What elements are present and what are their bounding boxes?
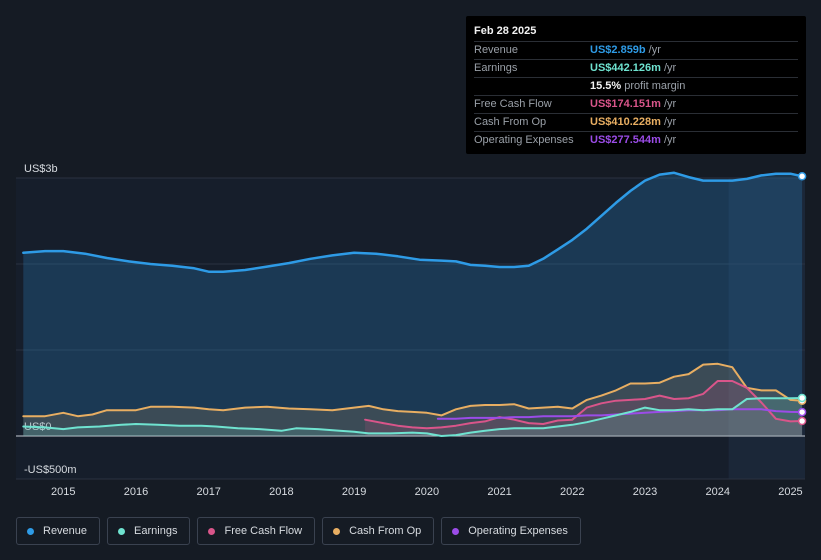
series-end-marker bbox=[797, 407, 807, 417]
series-area-revenue bbox=[23, 172, 803, 437]
tooltip-unit: /yr bbox=[663, 116, 677, 128]
series-line-free-cash-flow bbox=[364, 380, 804, 430]
chart-legend: Revenue Earnings Free Cash Flow Cash Fro… bbox=[16, 517, 581, 545]
tooltip-row-cash-from-op: Cash From Op US$410.228m /yr bbox=[474, 113, 798, 131]
x-tick-label: 2025 bbox=[778, 486, 802, 498]
tooltip-date: Feb 28 2025 bbox=[474, 25, 537, 37]
legend-label: Free Cash Flow bbox=[224, 525, 303, 537]
legend-dot-icon bbox=[208, 527, 216, 535]
tooltip-unit: /yr bbox=[663, 98, 677, 110]
x-tick-label: 2022 bbox=[560, 486, 584, 498]
y-tick-label: US$3b bbox=[24, 163, 58, 175]
tooltip-unit: /yr bbox=[663, 134, 677, 146]
tooltip-value: US$277.544m bbox=[590, 134, 661, 146]
legend-label: Earnings bbox=[134, 525, 178, 537]
tooltip-unit: profit margin bbox=[624, 80, 686, 92]
tooltip-row-earnings: Earnings US$442.126m /yr bbox=[474, 59, 798, 77]
legend-dot-icon bbox=[118, 527, 126, 535]
tooltip-row-revenue: Revenue US$2.859b /yr bbox=[474, 41, 798, 59]
legend-item-revenue[interactable]: Revenue bbox=[16, 517, 101, 545]
x-tick-label: 2023 bbox=[633, 486, 657, 498]
tooltip-label: Earnings bbox=[474, 62, 518, 74]
legend-dot-icon bbox=[27, 527, 34, 535]
data-tooltip: Feb 28 2025 Revenue US$2.859b /yr Earnin… bbox=[466, 16, 806, 154]
series-end-marker bbox=[797, 172, 807, 181]
series-line-revenue bbox=[22, 171, 804, 273]
x-tick-label: 2024 bbox=[705, 486, 729, 498]
series-area-earnings bbox=[23, 398, 803, 436]
recent-period-shade bbox=[728, 178, 805, 479]
tooltip-value: US$442.126m bbox=[590, 62, 661, 74]
tooltip-row-profit-margin: 15.5% profit margin bbox=[474, 77, 798, 95]
x-tick-label: 2018 bbox=[269, 486, 293, 498]
legend-label: Operating Expenses bbox=[468, 525, 568, 537]
x-tick-label: 2016 bbox=[124, 486, 148, 498]
tooltip-label: Free Cash Flow bbox=[474, 98, 552, 110]
series-end-marker bbox=[797, 416, 807, 426]
legend-item-cash-from-op[interactable]: Cash From Op bbox=[322, 517, 435, 545]
tooltip-label bbox=[474, 78, 590, 95]
x-tick-label: 2017 bbox=[196, 486, 220, 498]
legend-item-free-cash-flow[interactable]: Free Cash Flow bbox=[197, 517, 316, 545]
x-tick-label: 2021 bbox=[487, 486, 511, 498]
tooltip-unit: /yr bbox=[648, 44, 661, 56]
legend-label: Revenue bbox=[43, 525, 88, 537]
tooltip-label: Cash From Op bbox=[474, 116, 547, 128]
legend-item-earnings[interactable]: Earnings bbox=[107, 517, 191, 545]
series-end-marker bbox=[797, 393, 807, 403]
legend-item-operating-expenses[interactable]: Operating Expenses bbox=[441, 517, 581, 545]
tooltip-row-operating-expenses: Operating Expenses US$277.544m /yr bbox=[474, 131, 798, 149]
tooltip-value: 15.5% bbox=[590, 80, 622, 92]
tooltip-value: US$410.228m bbox=[590, 116, 661, 128]
x-tick-label: 2019 bbox=[342, 486, 366, 498]
series-area-free-cash-flow bbox=[365, 381, 803, 436]
tooltip-label: Operating Expenses bbox=[474, 134, 574, 146]
legend-dot-icon bbox=[452, 527, 460, 535]
tooltip-value: US$174.151m bbox=[590, 98, 661, 110]
tooltip-label: Revenue bbox=[474, 44, 519, 56]
plot-area bbox=[16, 178, 805, 479]
x-tick-label: 2020 bbox=[415, 486, 439, 498]
legend-label: Cash From Op bbox=[349, 525, 422, 537]
y-tick-label: -US$500m bbox=[24, 464, 77, 476]
tooltip-row-free-cash-flow: Free Cash Flow US$174.151m /yr bbox=[474, 95, 798, 113]
legend-dot-icon bbox=[333, 527, 341, 535]
series-line-earnings bbox=[22, 397, 804, 437]
series-line-cash-from-op bbox=[22, 362, 804, 418]
tooltip-value: US$2.859b bbox=[590, 44, 646, 56]
x-tick-label: 2015 bbox=[51, 486, 75, 498]
tooltip-unit: /yr bbox=[663, 62, 677, 74]
